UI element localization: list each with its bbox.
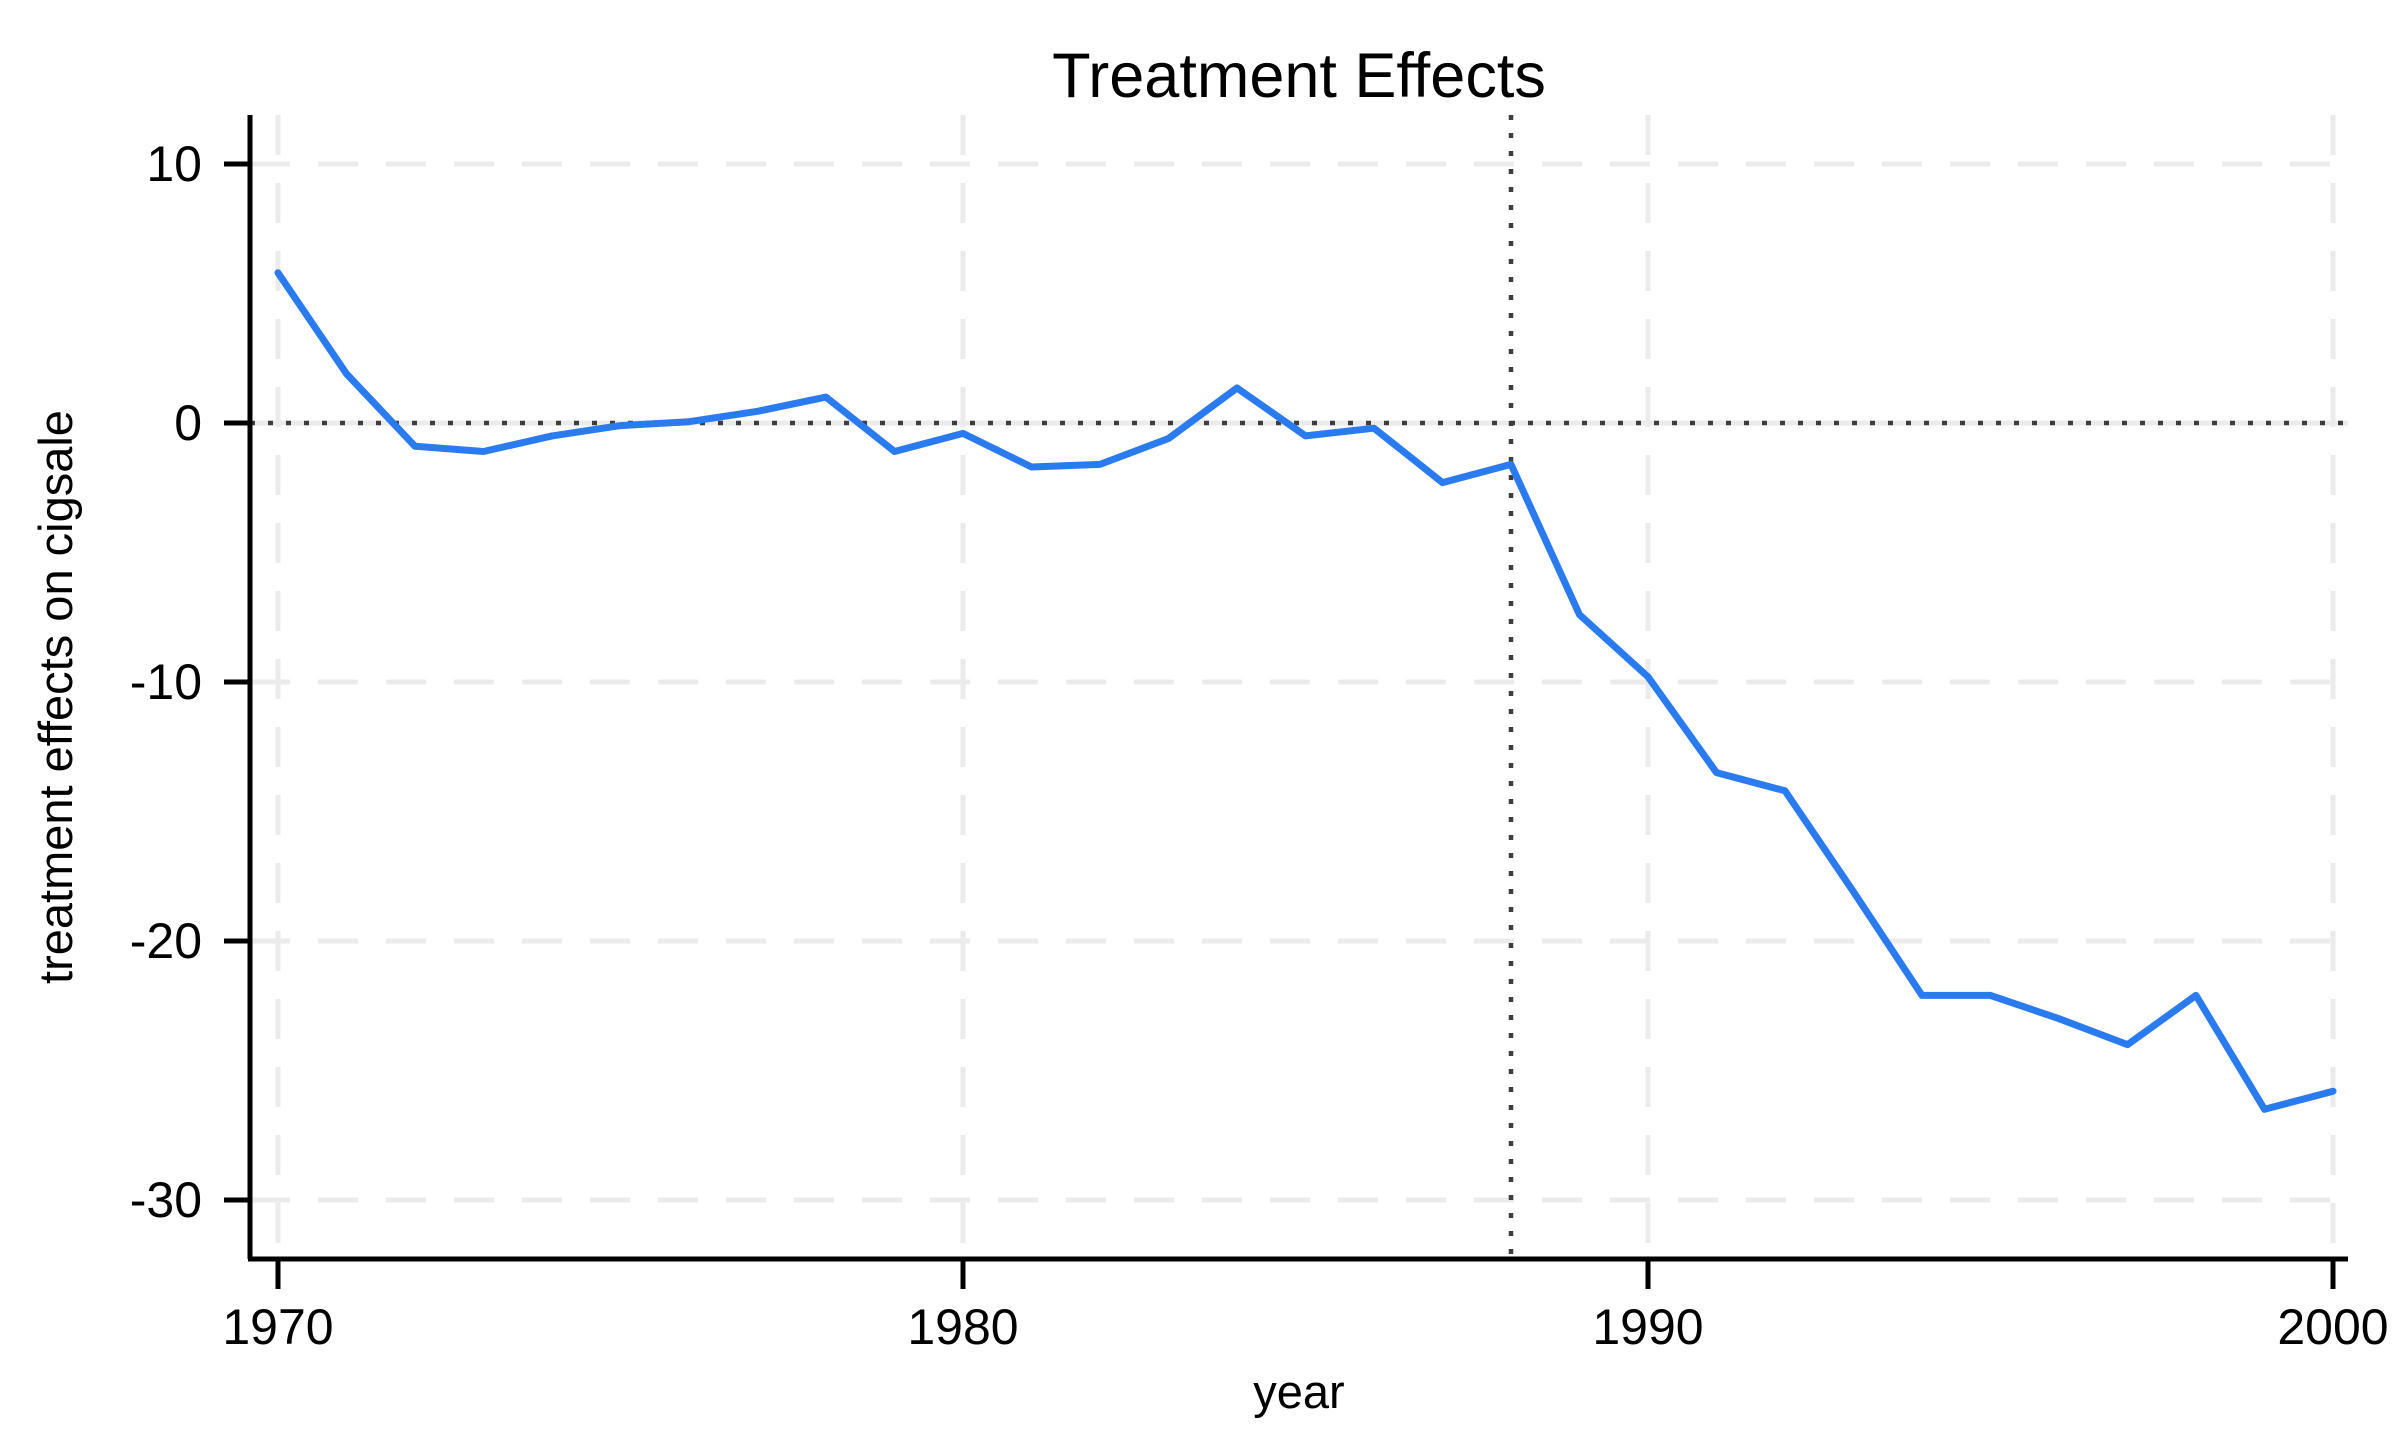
- y-tick-label: 10: [146, 136, 202, 192]
- y-tick-label: -20: [130, 913, 202, 969]
- reference-lines-layer: [250, 115, 2348, 1259]
- x-tick-label: 1990: [1592, 1299, 1703, 1355]
- x-tick-label: 1970: [222, 1299, 333, 1355]
- y-tick-label: -10: [130, 654, 202, 710]
- x-tick-label: 2000: [2277, 1299, 2388, 1355]
- treatment-effect-series-line: [274, 269, 2337, 1113]
- y-tick-label: -30: [130, 1172, 202, 1228]
- gridlines-layer: [250, 115, 2348, 1259]
- x-tick-label: 1980: [907, 1299, 1018, 1355]
- tick-marks-layer: [224, 161, 2336, 1289]
- y-tick-label: 0: [174, 395, 202, 451]
- chart-title: Treatment Effects: [1052, 41, 1546, 111]
- series-layer: [274, 269, 2337, 1113]
- tick-labels-layer: 10 0 -10 -20 -30 1970 1980 1990 2000: [130, 136, 2389, 1355]
- axes-layer: [247, 115, 2348, 1262]
- x-axis-label: year: [1253, 1365, 1344, 1418]
- y-axis-label: treatment effects on cigsale: [29, 410, 82, 984]
